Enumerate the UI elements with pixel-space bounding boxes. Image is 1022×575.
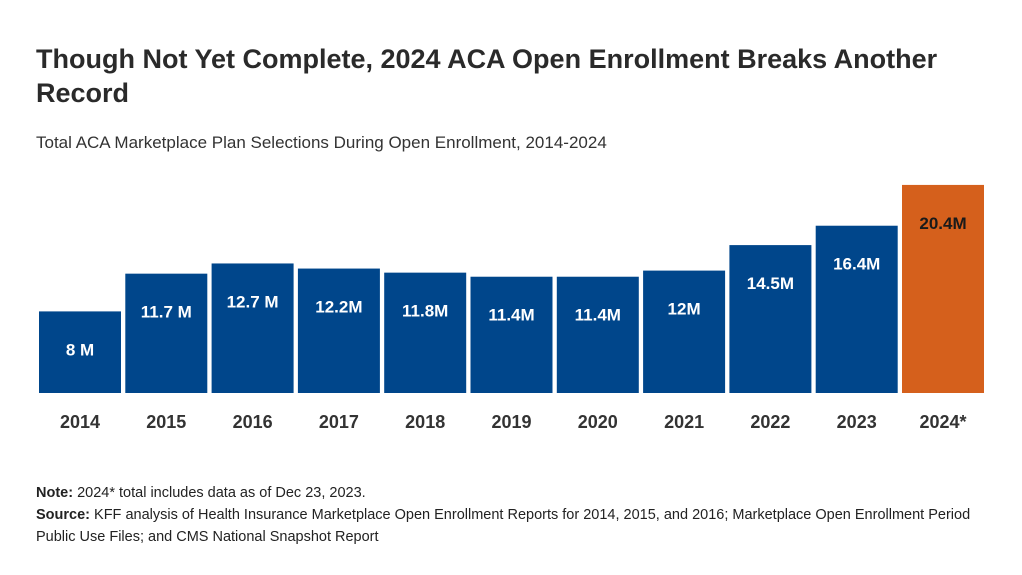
x-tick-label-2020: 2020 <box>578 412 618 432</box>
data-label-2020: 11.4M <box>575 306 621 325</box>
note-line: Note: 2024* total includes data as of De… <box>36 482 996 504</box>
source-label: Source: <box>36 507 90 523</box>
data-label-2023: 16.4M <box>833 255 880 274</box>
data-label-2021: 12M <box>668 300 701 319</box>
x-tick-label-2018: 2018 <box>405 412 445 432</box>
data-label-2019: 11.4M <box>488 306 534 325</box>
bar-chart: 8 M 2014 11.7 M 2015 12.7 M 2016 12.2M 2017 11.8… <box>39 184 984 432</box>
source-text: KFF analysis of Health Insurance Marketp… <box>36 507 971 545</box>
bar-2018 <box>384 272 467 393</box>
source-line: Source: KFF analysis of Health Insurance… <box>36 504 996 548</box>
chart-notes: Note: 2024* total includes data as of De… <box>36 482 996 548</box>
bar-2020 <box>556 276 639 393</box>
data-label-2017: 12.2M <box>315 298 362 317</box>
bar-2023 <box>815 225 898 393</box>
x-tick-label-2024: 2024* <box>919 412 966 432</box>
data-label-2022: 14.5M <box>747 274 794 293</box>
x-tick-label-2017: 2017 <box>319 412 359 432</box>
data-label-2014: 8 M <box>66 340 94 359</box>
data-label-2015: 11.7 M <box>141 303 192 322</box>
x-tick-label-2021: 2021 <box>664 412 704 432</box>
x-tick-label-2023: 2023 <box>837 412 877 432</box>
bar-2021 <box>643 270 726 393</box>
x-tick-label-2014: 2014 <box>60 412 100 432</box>
x-tick-label-2019: 2019 <box>491 412 531 432</box>
data-label-2016: 12.7 M <box>227 292 279 311</box>
bar-2024 <box>902 184 984 393</box>
chart-title: Though Not Yet Complete, 2024 ACA Open E… <box>36 44 938 108</box>
x-tick-label-2015: 2015 <box>146 412 186 432</box>
data-label-2018: 11.8M <box>402 302 448 321</box>
note-text: 2024* total includes data as of Dec 23, … <box>73 485 366 501</box>
x-tick-label-2022: 2022 <box>750 412 790 432</box>
bar-2022 <box>729 245 812 393</box>
x-tick-label-2016: 2016 <box>233 412 273 432</box>
bar-2015 <box>125 273 208 393</box>
bar-2017 <box>297 268 380 393</box>
bar-2016 <box>211 263 294 393</box>
bar-2014 <box>39 311 121 393</box>
data-label-2024: 20.4M <box>919 214 966 233</box>
bar-2019 <box>470 276 553 393</box>
chart-subtitle: Total ACA Marketplace Plan Selections Du… <box>36 133 607 152</box>
note-label: Note: <box>36 485 74 501</box>
